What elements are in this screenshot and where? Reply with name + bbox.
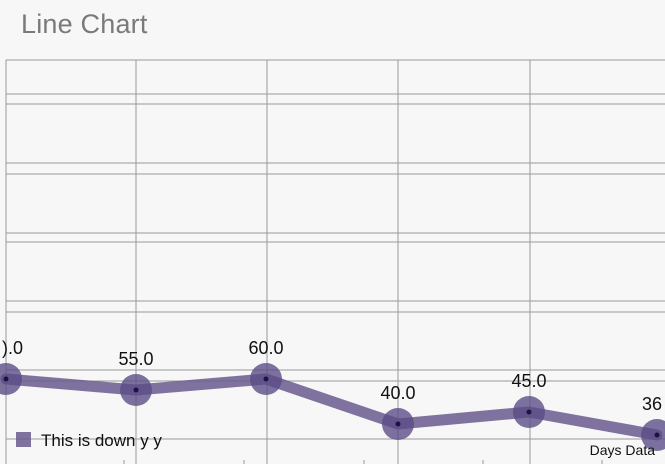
legend: This is down y y xyxy=(16,431,162,450)
data-point-center xyxy=(263,376,269,382)
value-label: 60.0 xyxy=(248,338,283,358)
chart-description: Days Data xyxy=(590,442,656,458)
value-label: 40.0 xyxy=(380,383,415,403)
data-points xyxy=(0,363,665,451)
data-point-marker[interactable] xyxy=(0,363,22,395)
data-point-marker[interactable] xyxy=(641,419,665,451)
grid-lines xyxy=(5,59,665,464)
series-line xyxy=(0,373,663,441)
data-point-center xyxy=(654,432,660,438)
line-chart[interactable]: ).0 55.0 60.0 40.0 45.0 36 This is down y y D… xyxy=(0,58,665,464)
chart-svg[interactable]: ).0 55.0 60.0 40.0 45.0 36 This is down y y D… xyxy=(0,58,665,464)
value-label: 55.0 xyxy=(118,349,153,369)
value-label: 36 xyxy=(642,394,662,414)
data-point-center xyxy=(395,421,401,427)
value-label: 45.0 xyxy=(511,371,546,391)
legend-swatch xyxy=(16,432,31,447)
value-labels: ).0 55.0 60.0 40.0 45.0 36 xyxy=(2,338,662,414)
data-point-center xyxy=(3,376,9,382)
data-point-center xyxy=(133,387,139,393)
legend-label: This is down y y xyxy=(41,431,162,450)
chart-title: Line Chart xyxy=(21,9,148,39)
value-label: ).0 xyxy=(2,338,23,358)
data-point-center xyxy=(526,409,532,415)
